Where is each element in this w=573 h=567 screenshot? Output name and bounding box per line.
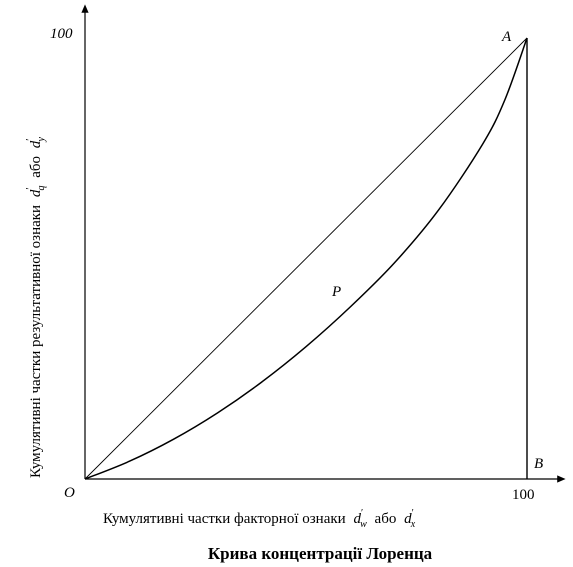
lorenz-curve bbox=[84, 37, 528, 480]
point-a-label: A bbox=[501, 29, 512, 45]
point-b-label: B bbox=[534, 456, 543, 472]
y-axis-label: Кумулятивні частки результативної ознаки… bbox=[25, 137, 48, 479]
equality-line bbox=[84, 37, 528, 480]
x-tick-label: 100 bbox=[512, 487, 535, 503]
chart-title: Крива концентрації Лоренца bbox=[208, 544, 433, 563]
origin-label: O bbox=[64, 485, 75, 501]
y-tick-label: 100 bbox=[50, 26, 73, 42]
x-axis-label: Кумулятивні частки факторної ознаки d′ w … bbox=[103, 508, 416, 531]
area-p-label: P bbox=[331, 284, 341, 300]
